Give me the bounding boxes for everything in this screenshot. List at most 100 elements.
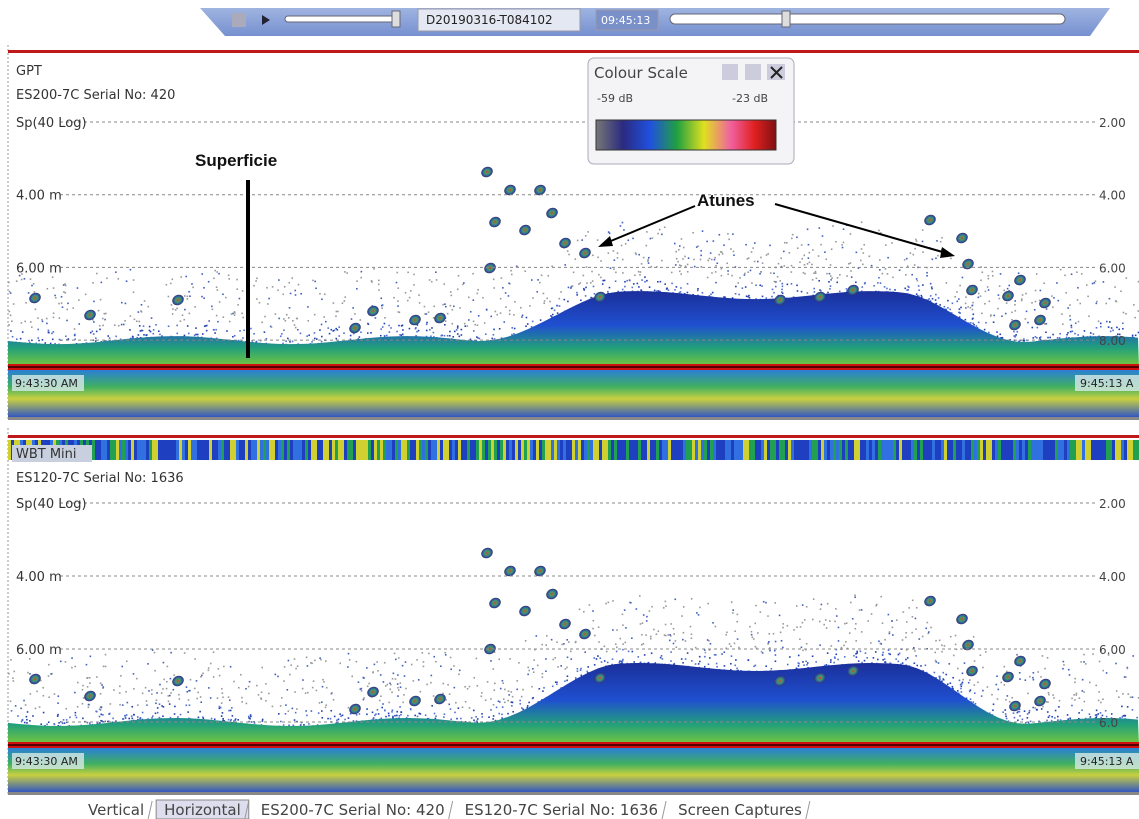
- echo-speckle: [603, 660, 606, 662]
- echo-speckle: [415, 335, 417, 337]
- time-thumb[interactable]: [781, 10, 791, 28]
- echo-speckle: [1062, 667, 1064, 670]
- echo-speckle: [718, 253, 720, 256]
- echo-speckle: [370, 332, 372, 334]
- fish-echo: [349, 703, 361, 715]
- echo-speckle: [645, 620, 648, 622]
- echo-speckle: [1008, 700, 1011, 703]
- echo-speckle: [727, 273, 729, 276]
- echo-speckle: [790, 271, 793, 273]
- echo-strip: [110, 440, 113, 460]
- echo-strip: [326, 440, 329, 460]
- echo-speckle: [1069, 304, 1071, 306]
- tab[interactable]: Screen Captures: [678, 801, 802, 819]
- echo-speckle: [480, 692, 483, 694]
- echo-speckle: [584, 234, 587, 237]
- pin-button[interactable]: [722, 64, 738, 80]
- echo-speckle: [99, 298, 102, 301]
- echo-speckle: [37, 337, 40, 339]
- fish-echo: [504, 565, 516, 577]
- echo-speckle: [1099, 712, 1102, 714]
- tab[interactable]: ES120-7C Serial No: 1636: [465, 801, 658, 819]
- echo-speckle: [268, 297, 270, 300]
- echo-speckle: [593, 292, 596, 295]
- echo-speckle: [73, 328, 76, 330]
- echo-speckle: [903, 259, 906, 261]
- echo-strip: [1079, 440, 1082, 460]
- echo-speckle: [155, 699, 158, 702]
- echo-speckle: [1057, 719, 1059, 721]
- echo-strip: [1028, 440, 1031, 460]
- echo-speckle: [673, 662, 676, 665]
- echo-speckle: [1094, 280, 1097, 283]
- echo-strip: [755, 440, 758, 460]
- echo-speckle: [242, 316, 244, 319]
- echo-strip: [713, 440, 716, 460]
- echo-speckle: [230, 718, 232, 721]
- echo-speckle: [222, 696, 224, 699]
- echo-speckle: [977, 321, 980, 324]
- echo-speckle: [732, 609, 735, 611]
- echo-speckle: [444, 651, 446, 654]
- echo-speckle: [681, 615, 683, 617]
- stop-button[interactable]: [232, 13, 246, 27]
- echo-speckle: [879, 259, 881, 261]
- play-button[interactable]: [262, 15, 270, 25]
- minimize-button[interactable]: [745, 64, 761, 80]
- echo-speckle: [863, 282, 866, 285]
- echo-strip: [629, 440, 632, 460]
- fish-echo: [1039, 678, 1051, 690]
- echo-speckle: [463, 282, 465, 284]
- echo-speckle: [628, 601, 631, 604]
- echo-strip: [572, 440, 575, 460]
- echo-speckle: [746, 258, 749, 260]
- echo-strip: [953, 440, 956, 460]
- echo-speckle: [21, 718, 24, 721]
- echo-speckle: [332, 330, 335, 332]
- echo-strip: [983, 440, 986, 460]
- echo-speckle: [493, 328, 495, 331]
- echo-speckle: [1115, 335, 1117, 337]
- tab[interactable]: ES200-7C Serial No: 420: [261, 801, 445, 819]
- echo-strip: [776, 440, 779, 460]
- echo-speckle: [230, 313, 233, 315]
- echo-speckle: [140, 311, 143, 313]
- echo-speckle: [1056, 715, 1059, 718]
- tab[interactable]: Horizontal: [164, 801, 241, 819]
- echo-speckle: [675, 286, 678, 288]
- echo-speckle: [1095, 326, 1098, 329]
- echo-speckle: [982, 666, 984, 669]
- echo-strip: [488, 440, 491, 460]
- echo-speckle: [954, 643, 957, 646]
- echo-speckle: [492, 704, 495, 706]
- echo-strip: [407, 440, 410, 460]
- fish-echo: [489, 216, 501, 228]
- echo-speckle: [797, 654, 800, 657]
- echo-strip: [719, 440, 722, 460]
- echo-speckle: [111, 721, 114, 724]
- echo-speckle: [31, 339, 33, 342]
- echo-speckle: [347, 666, 349, 668]
- tab[interactable]: Vertical: [88, 801, 144, 819]
- echo-strip: [194, 440, 197, 460]
- depth-label-left: 6.00 m: [16, 643, 62, 658]
- slider-thumb[interactable]: [391, 10, 401, 28]
- echo-strip: [761, 440, 764, 460]
- echo-speckle: [46, 723, 48, 726]
- echo-speckle: [1088, 681, 1091, 684]
- echo-speckle: [76, 705, 79, 708]
- echo-speckle: [176, 307, 178, 310]
- echo-strip: [710, 440, 713, 460]
- echo-strip: [242, 440, 245, 460]
- echo-speckle: [510, 691, 513, 693]
- echo-speckle: [625, 627, 627, 629]
- echo-speckle: [1125, 277, 1128, 279]
- echo-speckle: [265, 683, 267, 685]
- speed-slider[interactable]: [284, 15, 401, 23]
- echo-speckle: [236, 278, 238, 281]
- echo-speckle: [1017, 710, 1019, 713]
- echo-speckle: [664, 283, 667, 285]
- time-slider[interactable]: [669, 13, 1066, 25]
- echo-speckle: [136, 336, 139, 339]
- echo-speckle: [221, 687, 223, 690]
